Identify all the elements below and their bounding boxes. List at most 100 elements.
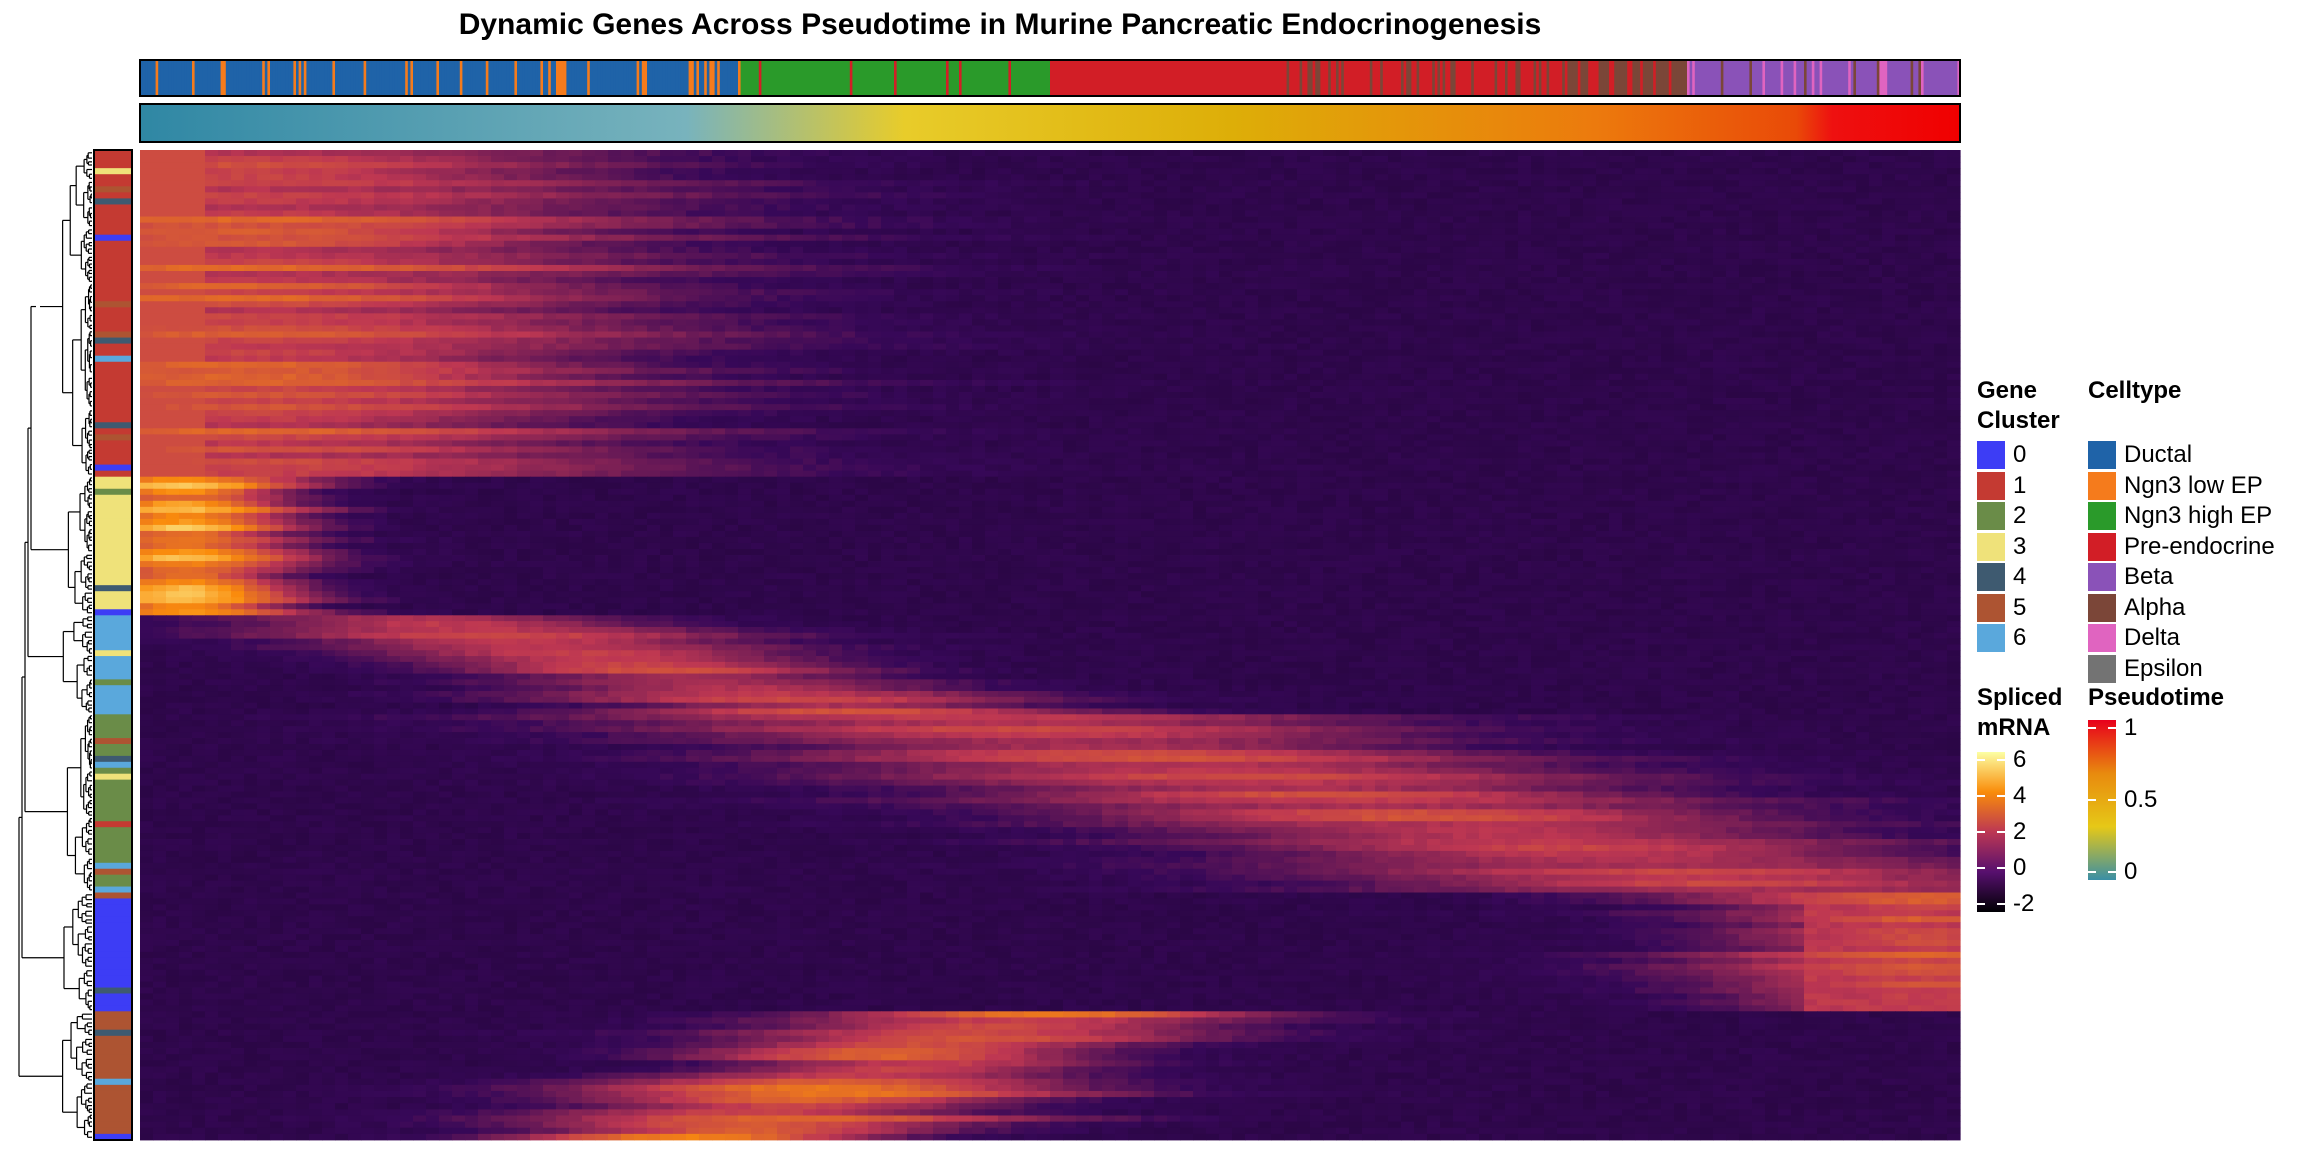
heatmap-cell <box>478 283 492 289</box>
heatmap-cell <box>1336 283 1350 289</box>
heatmap-cell <box>166 229 180 235</box>
heatmap-cell <box>1219 198 1233 204</box>
heatmap-cell <box>283 198 297 204</box>
heatmap-cell <box>504 168 518 174</box>
gene-cluster-cell <box>94 916 132 922</box>
heatmap-cell <box>1726 198 1740 204</box>
heatmap-cell <box>1609 180 1623 186</box>
heatmap-cell <box>218 150 232 156</box>
heatmap-cell <box>1349 217 1363 223</box>
heatmap-cell <box>1050 235 1064 241</box>
heatmap-cell <box>972 271 986 277</box>
heatmap-cell <box>1232 198 1246 204</box>
gene-cluster-cell <box>94 344 132 350</box>
heatmap-cell <box>1167 162 1181 168</box>
heatmap-cell <box>608 162 622 168</box>
heatmap-cell <box>1531 259 1545 265</box>
heatmap-cell <box>1310 162 1324 168</box>
heatmap-cell <box>920 271 934 277</box>
gene-cluster-cell <box>94 732 132 738</box>
heatmap-cell <box>1414 229 1428 235</box>
heatmap-cell <box>1128 247 1142 253</box>
heatmap-cell <box>1622 198 1636 204</box>
heatmap-cell <box>1583 229 1597 235</box>
heatmap-cell <box>296 186 310 192</box>
heatmap-cell <box>920 283 934 289</box>
heatmap-cell <box>608 271 622 277</box>
heatmap-cell <box>1674 204 1688 210</box>
heatmap-cell <box>1258 180 1272 186</box>
heatmap-cell <box>946 186 960 192</box>
heatmap-cell <box>1115 198 1129 204</box>
heatmap-cell <box>816 247 830 253</box>
heatmap-cell <box>231 150 245 156</box>
heatmap-cell <box>1063 247 1077 253</box>
heatmap-cell <box>1596 186 1610 192</box>
heatmap-cell <box>1362 211 1376 217</box>
gene-cluster-cell <box>94 910 132 916</box>
heatmap-cell <box>1518 265 1532 271</box>
heatmap-cell <box>322 277 336 283</box>
heatmap-cell <box>1414 198 1428 204</box>
gene-cluster-cell <box>94 265 132 271</box>
heatmap-cell <box>868 271 882 277</box>
gene-cluster-cell <box>94 714 132 720</box>
heatmap-cell <box>426 253 440 259</box>
heatmap-cell <box>634 247 648 253</box>
heatmap-cell <box>673 253 687 259</box>
heatmap-cell <box>166 217 180 223</box>
heatmap-cell <box>1427 211 1441 217</box>
heatmap-cell <box>803 168 817 174</box>
heatmap-cell <box>140 198 154 204</box>
heatmap-cell <box>1323 223 1337 229</box>
heatmap-cell <box>1609 162 1623 168</box>
heatmap-cell <box>1115 283 1129 289</box>
heatmap-cell <box>621 265 635 271</box>
heatmap-cell <box>1583 198 1597 204</box>
heatmap-cell <box>829 156 843 162</box>
heatmap-cell <box>621 180 635 186</box>
heatmap-cell <box>530 247 544 253</box>
heatmap-cell <box>1622 217 1636 223</box>
heatmap-cell <box>309 265 323 271</box>
heatmap-cell <box>465 198 479 204</box>
heatmap-cell <box>504 229 518 235</box>
heatmap-cell <box>1674 211 1688 217</box>
heatmap-cell <box>842 162 856 168</box>
heatmap-cell <box>374 156 388 162</box>
heatmap-cell <box>738 180 752 186</box>
heatmap-cell <box>491 295 505 301</box>
heatmap-cell <box>1505 271 1519 277</box>
heatmap-cell <box>491 253 505 259</box>
heatmap-cell <box>1765 253 1779 259</box>
heatmap-cell <box>1947 211 1961 217</box>
heatmap-cell <box>1934 198 1948 204</box>
heatmap-cell <box>1843 277 1857 283</box>
heatmap-cell <box>309 229 323 235</box>
heatmap-cell <box>1908 150 1922 156</box>
heatmap-cell <box>335 192 349 198</box>
heatmap-cell <box>1700 217 1714 223</box>
heatmap-cell <box>374 259 388 265</box>
heatmap-cell <box>1895 265 1909 271</box>
heatmap-cell <box>335 180 349 186</box>
heatmap-cell <box>1609 198 1623 204</box>
heatmap-cell <box>777 211 791 217</box>
heatmap-cell <box>1648 235 1662 241</box>
heatmap-cell <box>647 204 661 210</box>
gene-cluster-cell <box>94 404 132 410</box>
heatmap-cell <box>855 204 869 210</box>
heatmap-cell <box>1843 259 1857 265</box>
heatmap-cell <box>1011 271 1025 277</box>
heatmap-cell <box>1037 277 1051 283</box>
heatmap-cell <box>881 174 895 180</box>
gene-cluster-cell <box>94 217 132 223</box>
heatmap-cell <box>972 180 986 186</box>
heatmap-cell <box>1882 180 1896 186</box>
heatmap-cell <box>647 259 661 265</box>
heatmap-cell <box>1544 180 1558 186</box>
heatmap-cell <box>1063 211 1077 217</box>
heatmap-cell <box>1661 204 1675 210</box>
heatmap-cell <box>1895 162 1909 168</box>
heatmap-cell <box>1427 271 1441 277</box>
